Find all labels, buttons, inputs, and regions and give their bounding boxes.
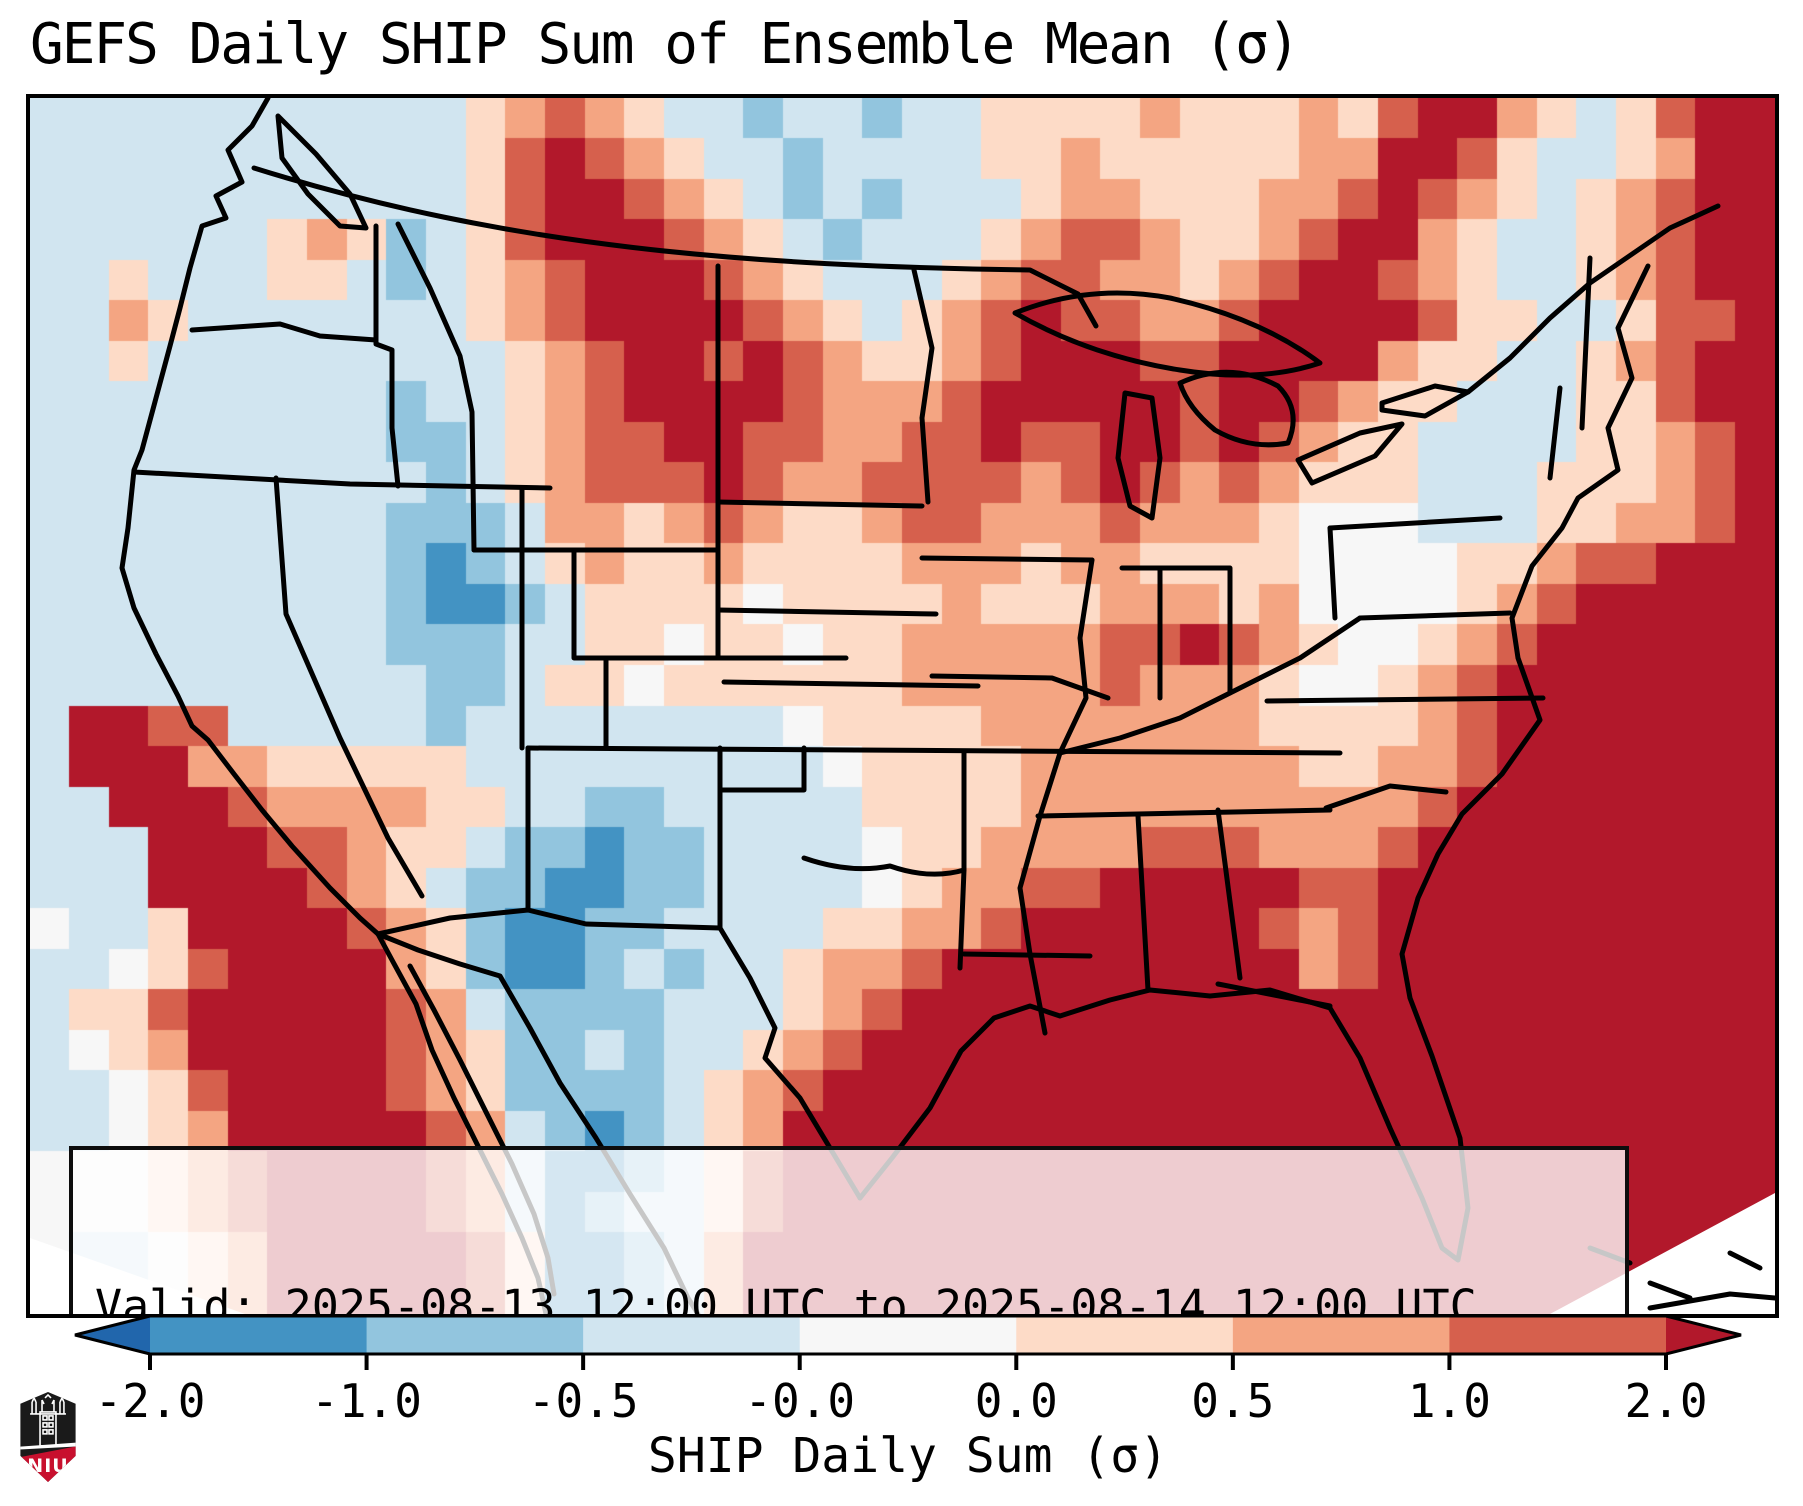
colorbar-tick--0.0: -0.0 — [744, 1374, 856, 1428]
niu-castle-icon — [30, 1393, 66, 1447]
heatmap-raster — [30, 98, 1775, 1314]
colorbar-tick-0.0: 0.0 — [974, 1374, 1058, 1428]
colorbar-tick--0.5: -0.5 — [527, 1374, 639, 1428]
colorbar-tick--1.0: -1.0 — [311, 1374, 422, 1428]
colorbar-tick--2.0: -2.0 — [94, 1374, 206, 1428]
niu-swoosh — [20, 1442, 76, 1450]
niu-logo: NIU — [20, 1392, 76, 1482]
niu-logo-text: NIU — [27, 1454, 69, 1477]
chart-title: GEFS Daily SHIP Sum of Ensemble Mean (σ) — [30, 12, 1301, 77]
colorbar-tick-0.5: 0.5 — [1191, 1374, 1275, 1428]
colorbar-tick-1.0: 1.0 — [1407, 1374, 1491, 1428]
valid-period-text: Valid: 2025-08-13 12:00 UTC to 2025-08-1… — [95, 1280, 1477, 1318]
colorbar — [74, 1314, 1742, 1370]
valid-run-info-box: Valid: 2025-08-13 12:00 UTC to 2025-08-1… — [69, 1146, 1629, 1318]
colorbar-axis-label: SHIP Daily Sum (σ) — [647, 1428, 1169, 1484]
map-borders-overlay — [30, 98, 1775, 1314]
colorbar-tick-2.0: 2.0 — [1624, 1374, 1708, 1428]
map-plot-area: Valid: 2025-08-13 12:00 UTC to 2025-08-1… — [26, 94, 1779, 1318]
